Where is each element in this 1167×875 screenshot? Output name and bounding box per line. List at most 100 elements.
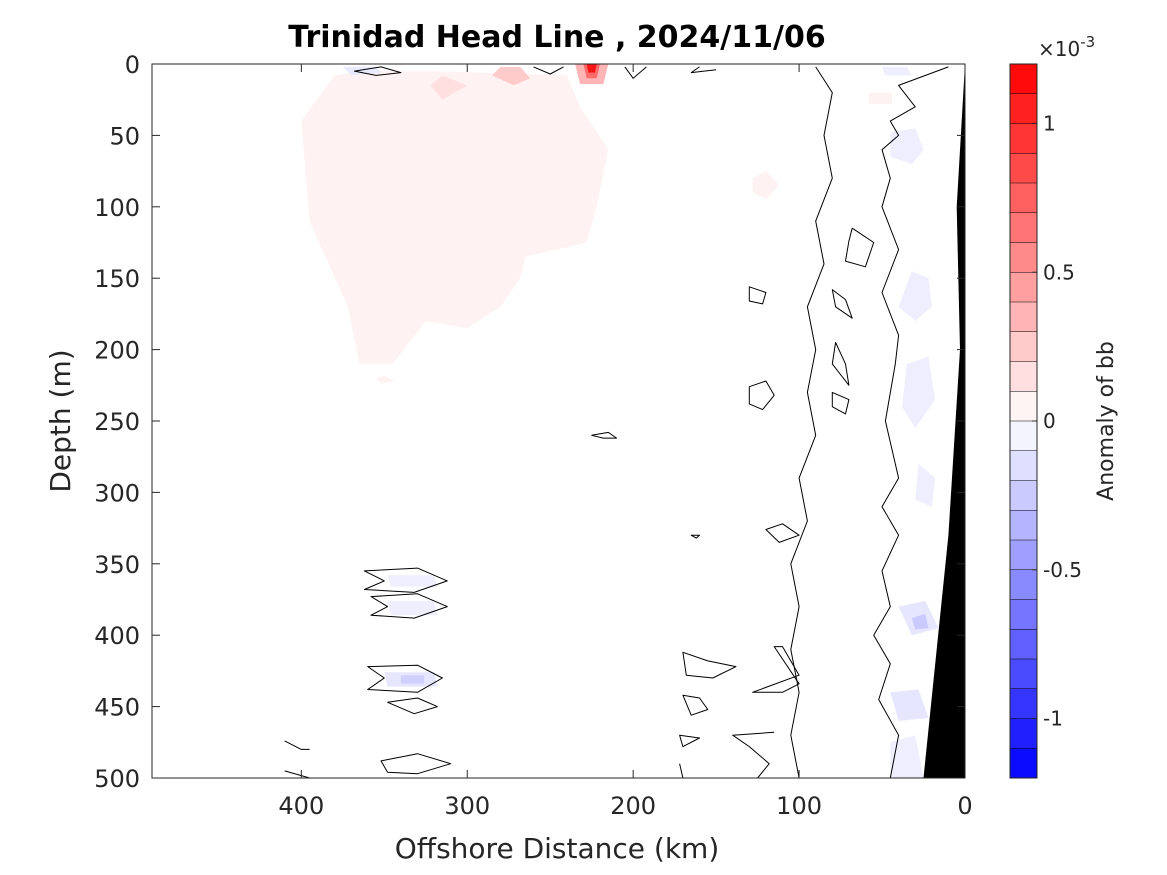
x-tick-label: 100 xyxy=(776,792,822,820)
zero-contour-line xyxy=(370,593,448,619)
negative-anomaly-patch xyxy=(898,271,932,321)
zero-contour-line xyxy=(682,651,737,679)
zero-contour-line xyxy=(690,66,717,74)
colorbar-tick-label: -0.5 xyxy=(1043,558,1082,582)
negative-anomaly-patch xyxy=(902,356,936,429)
y-tick-label: 250 xyxy=(94,408,140,436)
zero-contour-line xyxy=(353,66,402,76)
x-tick-label: 300 xyxy=(444,792,490,820)
positive-anomaly-patch xyxy=(752,171,780,200)
zero-contour-line xyxy=(748,380,775,411)
negative-anomaly-patch xyxy=(890,735,924,778)
plot-area: 400 300 200 100 0 0 50 100 150 200 250 300 350 400 45… xyxy=(94,51,972,820)
colorbar-cell xyxy=(1010,599,1037,630)
seafloor-bathymetry xyxy=(923,64,965,778)
y-tick-label: 50 xyxy=(109,122,140,150)
x-axis-title: Offshore Distance (km) xyxy=(395,832,720,865)
y-tick-label: 150 xyxy=(94,265,140,293)
colorbar-cell xyxy=(1010,480,1037,511)
zero-contour-line xyxy=(732,731,775,778)
zero-contour-line xyxy=(591,431,618,439)
positive-anomaly-patch xyxy=(868,92,892,104)
y-tick-label: 400 xyxy=(94,622,140,650)
x-axis: 400 300 200 100 0 xyxy=(278,64,973,820)
colorbar-tick-label: -1 xyxy=(1043,707,1063,731)
negative-anomaly-patch xyxy=(882,66,912,76)
colorbar-cell xyxy=(1010,391,1037,422)
colorbar-cell xyxy=(1010,64,1037,95)
zero-contour-line xyxy=(831,391,850,415)
colorbar-cell xyxy=(1010,123,1037,154)
negative-anomaly-patch xyxy=(387,600,438,616)
zero-contour-line xyxy=(765,523,800,543)
y-tick-label: 0 xyxy=(125,51,140,79)
y-tick-label: 350 xyxy=(94,551,140,579)
positive-anomaly-patch xyxy=(586,64,597,73)
colorbar-cell xyxy=(1010,331,1037,362)
x-tick-label: 0 xyxy=(957,792,972,820)
zero-contour-line xyxy=(831,342,850,386)
colorbar-cell xyxy=(1010,748,1037,779)
colorbar-cell xyxy=(1010,183,1037,214)
colorbar-cell xyxy=(1010,93,1037,124)
zero-contour-line xyxy=(690,534,700,539)
zero-contour-line xyxy=(284,770,310,778)
negative-anomaly-patch xyxy=(400,675,425,684)
zero-contour-line xyxy=(380,753,452,775)
x-tick-label: 200 xyxy=(610,792,656,820)
zero-contour-line xyxy=(363,567,448,593)
contour-lines xyxy=(284,66,949,778)
colorbar-cell xyxy=(1010,540,1037,571)
negative-anomaly-patch xyxy=(911,613,929,630)
zero-contour-line xyxy=(752,646,800,693)
colorbar-cell xyxy=(1010,302,1037,333)
y-tick-label: 450 xyxy=(94,694,140,722)
colorbar-cell xyxy=(1010,688,1037,719)
colorbar-cell xyxy=(1010,659,1037,690)
zero-contour-line xyxy=(831,289,853,319)
zero-contour-line xyxy=(845,227,875,268)
colorbar-tick-label: 1 xyxy=(1043,112,1056,136)
colorbar-cell xyxy=(1010,153,1037,184)
y-tick-label: 200 xyxy=(94,337,140,365)
colorbar-cells xyxy=(1010,64,1037,779)
positive-anomaly-patch xyxy=(301,71,609,364)
y-tick-label: 500 xyxy=(94,765,140,793)
zero-contour-line xyxy=(682,694,709,716)
y-axis: 0 50 100 150 200 250 300 350 400 450 500 xyxy=(94,51,965,793)
negative-anomaly-patch xyxy=(387,575,438,587)
y-axis-title: Depth (m) xyxy=(44,349,77,492)
colorbar-ticks: 1 0.5 0 -0.5 -1 xyxy=(1032,112,1082,731)
zero-contour-line xyxy=(748,286,767,305)
colorbar: 1 0.5 0 -0.5 -1 ×10-3 Anomaly of bb xyxy=(1009,33,1119,779)
y-tick-label: 300 xyxy=(94,479,140,507)
colorbar-cell xyxy=(1010,272,1037,303)
zero-contour-line xyxy=(387,697,438,715)
colorbar-cell xyxy=(1010,212,1037,243)
zero-contour-line xyxy=(790,66,833,778)
colorbar-cell xyxy=(1010,510,1037,541)
colorbar-tick-label: 0.5 xyxy=(1043,260,1075,284)
negative-anomaly-patch xyxy=(890,128,924,164)
negative-anomaly-patch xyxy=(890,689,929,721)
colorbar-exponent-power: -3 xyxy=(1080,33,1095,51)
colorbar-title: Anomaly of bb xyxy=(1094,341,1119,501)
zero-contour-line xyxy=(624,66,647,79)
colorbar-cell xyxy=(1010,361,1037,392)
zero-contour-line xyxy=(367,664,443,693)
contour-fills xyxy=(301,64,939,778)
zero-contour-line xyxy=(679,734,700,748)
positive-anomaly-patch xyxy=(430,75,468,100)
x-tick-label: 400 xyxy=(278,792,324,820)
zero-contour-line xyxy=(679,763,684,778)
zero-contour-line xyxy=(533,66,564,75)
zero-contour-line xyxy=(873,66,949,778)
negative-anomaly-patch xyxy=(915,463,936,507)
colorbar-cell xyxy=(1010,718,1037,749)
positive-anomaly-patch xyxy=(492,66,531,86)
bathymetry xyxy=(923,64,965,778)
colorbar-exponent: ×10-3 xyxy=(1038,33,1095,61)
y-tick-label: 100 xyxy=(94,194,140,222)
colorbar-cell xyxy=(1010,629,1037,660)
